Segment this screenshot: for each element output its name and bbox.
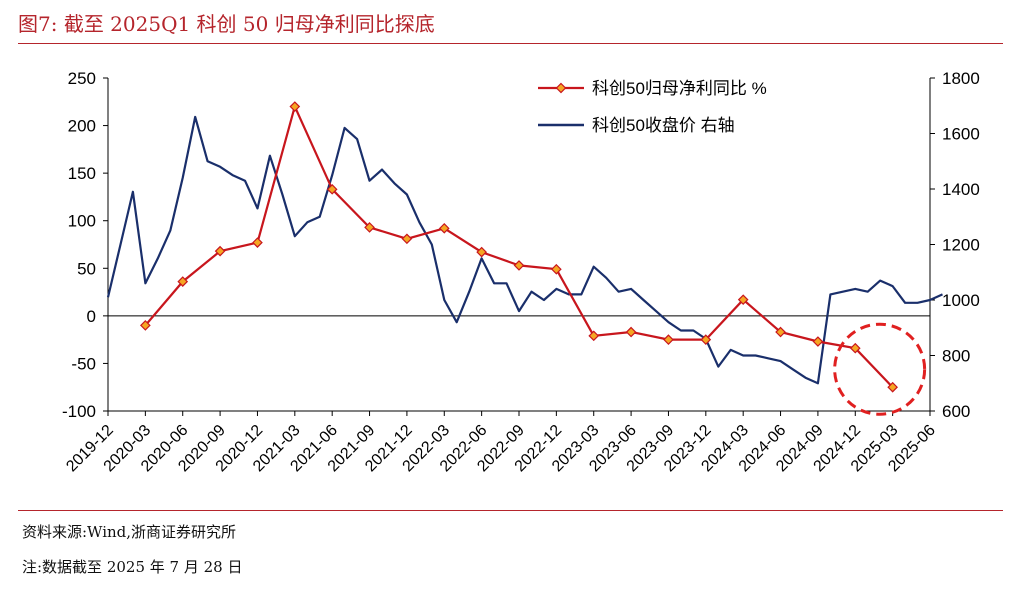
y-left-tick-label: 200 [68,117,96,136]
source-note: 资料来源:Wind,浙商证券研究所 [22,523,237,541]
index-series [106,115,943,385]
legend-marker-profit [555,82,567,94]
highlight-circle [833,322,927,416]
profit-point [140,320,151,331]
profit-point [289,101,301,112]
profit-point [700,334,712,345]
profit-point [326,183,338,195]
profit-point [476,246,487,258]
profit-point [625,326,637,338]
data-note: 注:数据截至 2025 年 7 月 28 日 [22,558,243,576]
legend-label-index: 科创50收盘价 右轴 [592,116,735,135]
y-right-tick-label: 600 [942,402,970,421]
y-right-tick-label: 1400 [942,180,980,199]
y-right-tick-label: 1000 [942,291,980,310]
profit-point [737,294,749,306]
profit-point [252,237,263,248]
profit-point [438,222,450,234]
profit-point [177,276,189,287]
profit-point [513,260,525,271]
profit-point [401,233,413,245]
y-right-tick-label: 1800 [942,69,980,88]
y-left-tick-label: 100 [68,212,96,231]
profit-point [214,245,226,257]
profit-point [849,342,861,354]
profit-point [812,336,824,347]
profit-point [551,263,562,275]
y-left-tick-label: 0 [87,307,96,326]
y-left-tick-label: 250 [68,69,96,88]
legend: 科创50归母净利同比 % 科创50收盘价 右轴 [538,79,767,135]
profit-point [887,381,898,393]
y-right-tick-label: 1200 [942,236,980,255]
index-line [106,115,943,385]
highlight-group [833,322,927,416]
footer-rule [18,510,1003,511]
profit-point [364,222,375,233]
y-left-tick-label: 150 [68,164,96,183]
profit-series [140,101,898,393]
profit-point [588,330,600,342]
profit-point [663,334,674,345]
y-left-tick-label: 50 [77,259,96,278]
legend-label-profit: 科创50归母净利同比 % [592,79,767,98]
y-right-tick-label: 800 [942,347,970,366]
y-right-tick-label: 1600 [942,125,980,144]
chart-title: 图7: 截至 2025Q1 科创 50 归母净利同比探底 [18,12,435,36]
y-left-tick-label: -100 [62,402,96,421]
chart-canvas: 250 200 150 100 50 0 -50 -100 1800 1600 1400 1200 10… [62,69,980,475]
title-rule [18,43,1003,44]
y-left-tick-label: -50 [71,354,96,373]
profit-point [775,326,786,338]
